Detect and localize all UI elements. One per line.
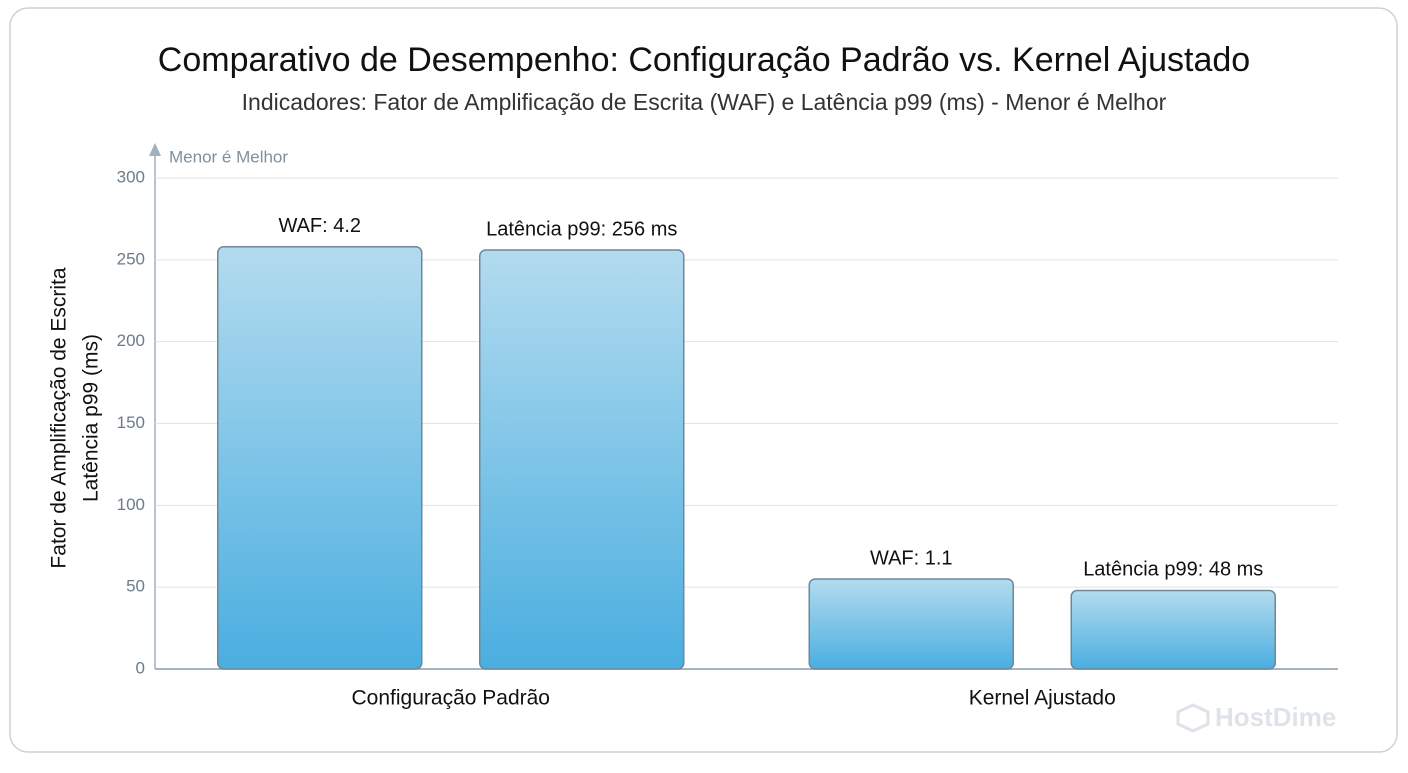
y-axis-title: Latência p99 (ms) [80,334,103,502]
data-label: WAF: 1.1 [870,547,953,569]
y-axis-arrow [149,143,161,156]
bar [479,249,685,670]
y-tick-label: 300 [117,167,145,186]
chart-title: Comparativo de Desempenho: Configuração … [158,41,1250,79]
y-tick-label: 100 [117,495,145,514]
bar [1070,589,1276,670]
x-tick-label: Configuração Padrão [352,687,550,710]
x-tick-label: Kernel Ajustado [969,687,1116,710]
y-tick-label: 200 [117,331,145,350]
data-label: WAF: 4.2 [278,215,361,237]
watermark-logo [1176,703,1210,733]
data-label: Latência p99: 256 ms [486,218,677,240]
y-axis-title: Fator de Amplificação de Escrita [48,267,71,568]
y-tick-label: 250 [117,249,145,268]
y-tick-label: 0 [136,658,145,677]
annotation: Menor é Melhor [169,147,288,166]
y-tick-label: 150 [117,413,145,432]
watermark-text: HostDime [1215,702,1336,732]
data-label: Latência p99: 48 ms [1083,559,1263,581]
bar [217,245,423,670]
y-tick-label: 50 [126,577,145,596]
bar [808,578,1014,670]
chart-subtitle: Indicadores: Fator de Amplificação de Es… [242,89,1167,115]
watermark: HostDime [1176,702,1336,733]
